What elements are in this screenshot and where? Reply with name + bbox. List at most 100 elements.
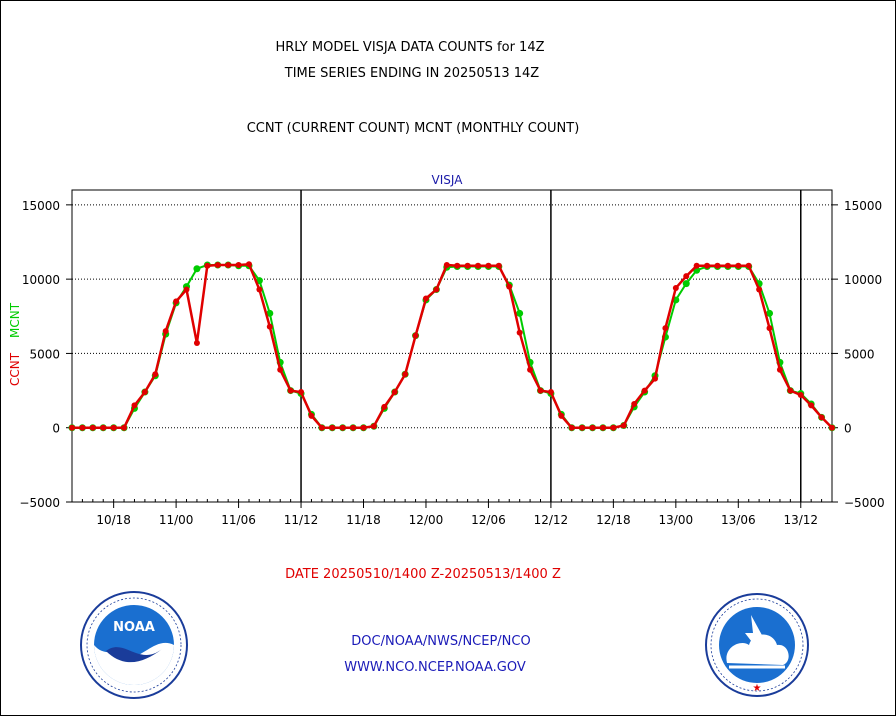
x-tick-label: 11/18 (346, 513, 381, 527)
data-point-ccnt (100, 424, 107, 431)
data-point-ccnt (464, 262, 471, 269)
data-point-ccnt (506, 283, 513, 290)
data-point-ccnt (443, 262, 450, 269)
data-point-ccnt (797, 392, 804, 399)
grid-lines (72, 190, 832, 502)
data-point-ccnt (214, 262, 221, 269)
data-point-ccnt (308, 412, 315, 419)
data-point-mcnt (682, 280, 690, 288)
noaa-logo-icon: NOAA (80, 591, 188, 699)
data-point-ccnt (266, 323, 273, 330)
data-point-mcnt (766, 309, 774, 317)
data-point-ccnt (454, 262, 461, 269)
chart-title-line1: HRLY MODEL VISJA DATA COUNTS for 14Z (275, 40, 544, 55)
x-tick-label: 10/18 (96, 513, 131, 527)
y-tick-label-right: 15000 (844, 199, 882, 213)
data-point-ccnt (402, 371, 409, 378)
data-point-mcnt (193, 265, 201, 273)
data-point-ccnt (79, 424, 86, 431)
y-tick-labels-right: 15000 10000 5000 0 −5000 (844, 199, 885, 510)
x-tick-label: 11/06 (221, 513, 256, 527)
data-point-ccnt (162, 328, 169, 335)
axis-ticks (66, 204, 838, 508)
y-tick-label-left: 10000 (22, 273, 60, 287)
chart-title-line2: TIME SERIES ENDING IN 20250513 14Z (284, 66, 540, 81)
data-point-ccnt (756, 286, 763, 293)
y-tick-label-left: −5000 (19, 496, 60, 510)
data-point-ccnt (527, 366, 534, 373)
data-point-ccnt (787, 387, 794, 394)
date-range: DATE 20250510/1400 Z-20250513/1400 Z (285, 567, 561, 582)
data-point-ccnt (766, 325, 773, 332)
data-point-ccnt (256, 286, 263, 293)
chart-legend-line: CCNT (CURRENT COUNT) MCNT (MONTHLY COUNT… (247, 121, 580, 136)
data-point-ccnt (475, 262, 482, 269)
data-point-ccnt (818, 414, 825, 421)
data-point-ccnt (599, 424, 606, 431)
y-tick-label-left: 5000 (29, 347, 60, 361)
x-tick-label: 12/12 (534, 513, 569, 527)
data-point-ccnt (672, 285, 679, 292)
data-point-ccnt (391, 389, 398, 396)
national-weather-service-logo-icon: ★ (705, 593, 809, 697)
data-point-ccnt (610, 424, 617, 431)
y-tick-label-left: 0 (52, 422, 60, 436)
data-point-mcnt (266, 309, 274, 317)
x-tick-label: 13/00 (659, 513, 694, 527)
data-point-ccnt (360, 424, 367, 431)
data-point-ccnt (370, 423, 377, 430)
y-tick-label-right: 0 (844, 422, 852, 436)
x-tick-label: 13/06 (721, 513, 756, 527)
data-point-ccnt (485, 262, 492, 269)
data-point-ccnt (287, 387, 294, 394)
data-point-ccnt (235, 262, 242, 269)
data-point-ccnt (693, 262, 700, 269)
nws-star-icon: ★ (753, 683, 762, 694)
data-point-ccnt (714, 262, 721, 269)
data-point-ccnt (433, 286, 440, 293)
data-point-ccnt (829, 424, 835, 431)
data-point-ccnt (683, 273, 690, 280)
y-tick-labels-left: 15000 10000 5000 0 −5000 (19, 199, 60, 510)
data-point-ccnt (735, 262, 742, 269)
footer-line1: DOC/NOAA/NWS/NCEP/NCO (351, 634, 530, 649)
x-tick-labels: 10/18 11/00 11/06 11/12 11/18 12/00 12/06 12/12… (96, 513, 818, 527)
data-point-ccnt (69, 424, 75, 431)
data-point-ccnt (579, 424, 586, 431)
data-point-ccnt (547, 389, 554, 396)
noaa-logo-text: NOAA (113, 620, 155, 635)
data-point-ccnt (121, 424, 128, 431)
data-point-ccnt (350, 424, 357, 431)
series-mcnt (68, 261, 836, 432)
data-point-ccnt (193, 340, 200, 347)
data-point-ccnt (204, 262, 211, 269)
data-point-ccnt (516, 329, 523, 336)
data-point-ccnt (89, 424, 96, 431)
y-tick-label-right: 10000 (844, 273, 882, 287)
data-point-ccnt (620, 422, 627, 429)
data-point-ccnt (183, 286, 190, 293)
ylabel-ccnt: CCNT (8, 352, 22, 386)
y-tick-label-right: 5000 (844, 347, 875, 361)
data-point-ccnt (173, 298, 180, 305)
data-point-ccnt (412, 332, 419, 339)
x-tick-label: 12/06 (471, 513, 506, 527)
ylabel-mcnt: MCNT (8, 302, 22, 338)
data-point-ccnt (245, 261, 252, 268)
plot-area (71, 189, 833, 503)
x-tick-label: 12/00 (409, 513, 444, 527)
x-tick-label: 12/18 (596, 513, 631, 527)
data-point-ccnt (808, 402, 815, 409)
data-point-ccnt (131, 402, 138, 409)
data-point-mcnt (516, 309, 524, 317)
data-point-ccnt (110, 424, 117, 431)
data-point-ccnt (298, 389, 305, 396)
series-layer (68, 261, 836, 432)
data-point-ccnt (152, 371, 159, 378)
data-point-ccnt (589, 424, 596, 431)
y-tick-label-left: 15000 (22, 199, 60, 213)
data-point-ccnt (776, 366, 783, 373)
data-point-ccnt (704, 262, 711, 269)
x-tick-label: 11/12 (284, 513, 319, 527)
